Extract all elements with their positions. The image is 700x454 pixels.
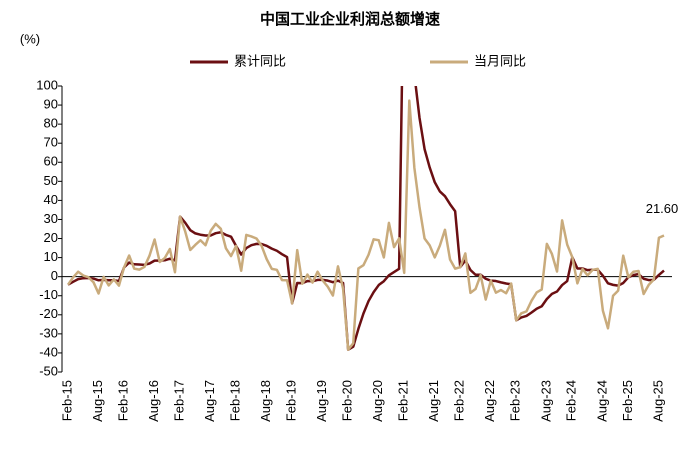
x-tick-label: Aug-21 [426, 380, 441, 422]
y-tick-label: 90 [44, 97, 58, 112]
x-tick-label: Feb-22 [452, 380, 467, 421]
y-tick-label: 50 [44, 173, 58, 188]
y-tick-label: 70 [44, 135, 58, 150]
x-tick-label: Feb-15 [59, 380, 74, 421]
x-tick-label: Aug-24 [594, 380, 609, 422]
x-tick-label: Aug-16 [146, 380, 161, 422]
x-tick-label: Aug-20 [370, 380, 385, 422]
plot-area [66, 86, 665, 351]
y-tick-label: -10 [39, 287, 58, 302]
x-tick-label: Feb-21 [396, 380, 411, 421]
y-tick-label: 0 [51, 268, 58, 283]
legend-label: 累计同比 [234, 53, 286, 68]
y-tick-label: 80 [44, 116, 58, 131]
x-tick-label: Aug-15 [90, 380, 105, 422]
x-tick-label: Feb-17 [172, 380, 187, 421]
x-tick-label: Feb-25 [620, 380, 635, 421]
x-tick-label: Feb-23 [508, 380, 523, 421]
y-tick-label: -50 [39, 363, 58, 378]
x-tick-label: Aug-23 [538, 380, 553, 422]
chart-title: 中国工业企业利润总额增速 [260, 10, 440, 28]
y-tick-label: 100 [36, 77, 58, 92]
series-line [66, 99, 665, 351]
x-tick-label: Feb-16 [115, 380, 130, 421]
x-tick-label: Feb-24 [564, 380, 579, 421]
x-tick-label: Aug-18 [258, 380, 273, 422]
x-tick-label: Aug-25 [650, 380, 665, 422]
y-tick-label: -40 [39, 344, 58, 359]
x-tick-label: Feb-19 [284, 380, 299, 421]
y-tick-label: 40 [44, 192, 58, 207]
legend-label: 当月同比 [474, 53, 526, 68]
y-tick-label: 20 [44, 230, 58, 245]
y-tick-label: 60 [44, 154, 58, 169]
x-tick-label: Feb-18 [228, 380, 243, 421]
series-line [67, 86, 665, 351]
x-tick-label: Aug-19 [314, 380, 329, 422]
x-tick-label: Aug-22 [482, 380, 497, 422]
y-axis-label: (%) [20, 31, 40, 46]
x-tick-label: Feb-20 [340, 380, 355, 421]
y-tick-label: -20 [39, 306, 58, 321]
y-tick-label: -30 [39, 325, 58, 340]
data-label: 21.60 [646, 201, 679, 216]
y-tick-label: 30 [44, 211, 58, 226]
x-tick-label: Aug-17 [202, 380, 217, 422]
y-tick-label: 10 [44, 249, 58, 264]
